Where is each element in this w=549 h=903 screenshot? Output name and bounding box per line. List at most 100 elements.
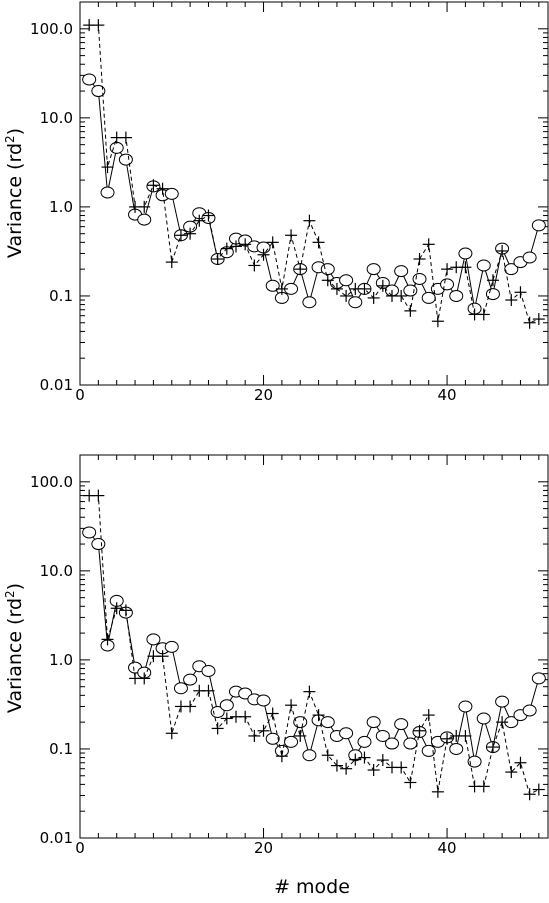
plus-marker (367, 764, 380, 777)
plus-marker (239, 710, 252, 723)
plus-marker (523, 788, 536, 801)
plus-marker (184, 700, 197, 713)
plus-marker (505, 766, 518, 779)
circle-marker (146, 633, 161, 646)
circle-marker (293, 716, 308, 729)
circle-marker (219, 699, 234, 712)
plus-marker (422, 238, 435, 251)
circle-marker (495, 695, 510, 708)
plus-marker (202, 684, 215, 697)
plus-marker (514, 286, 527, 299)
plus-marker (211, 252, 224, 265)
y-tick-label: 10.0 (40, 562, 73, 580)
plus-marker (275, 750, 288, 763)
plus-marker (349, 753, 362, 766)
plus-marker (358, 751, 371, 764)
plus-marker (312, 709, 325, 722)
plus-marker (303, 685, 316, 698)
circle-marker (91, 538, 106, 551)
circle-marker (265, 279, 280, 292)
plus-marker (184, 227, 197, 240)
circle-marker (394, 718, 409, 731)
plus-marker (138, 200, 151, 213)
plus-marker (119, 131, 132, 144)
plus-marker (477, 780, 490, 793)
series-line-dashed (89, 495, 540, 795)
circle-marker (82, 526, 97, 539)
series-line-dashed (89, 24, 539, 324)
circle-marker (385, 737, 399, 750)
plus-marker (413, 724, 426, 737)
plot-frame (79, 454, 549, 839)
plus-marker (165, 727, 178, 740)
circle-marker (183, 673, 198, 686)
x-tick-label: 0 (75, 386, 85, 404)
x-tick-label: 40 (438, 839, 457, 857)
plot-frame (79, 1, 549, 386)
common-x-axis-label: # mode (274, 876, 350, 898)
circle-marker (421, 291, 436, 304)
y-tick-label: 100.0 (30, 473, 73, 491)
circle-marker (458, 247, 473, 260)
plus-marker (92, 489, 105, 502)
circle-marker (366, 263, 381, 276)
circle-marker (137, 213, 152, 226)
plus-marker (496, 716, 509, 729)
plus-marker (110, 602, 123, 615)
plus-marker (514, 756, 527, 769)
plus-marker (477, 308, 490, 321)
plus-marker (413, 252, 426, 265)
y-tick-label: 0.1 (49, 740, 73, 758)
y-axis-label-superscript: 2 (3, 135, 17, 143)
plus-marker (340, 289, 353, 302)
plus-marker (174, 229, 187, 242)
circle-marker (467, 755, 482, 768)
circle-marker (173, 682, 188, 695)
x-tick-label: 20 (254, 839, 273, 857)
circle-marker (375, 729, 390, 742)
circle-marker (339, 727, 354, 740)
plus-marker (156, 650, 169, 663)
circle-marker (366, 716, 381, 729)
circle-marker (100, 186, 115, 199)
plus-marker (266, 236, 279, 249)
y-axis-label-close: ) (4, 128, 26, 135)
y-tick-label: 10.0 (40, 109, 73, 127)
plus-marker (321, 274, 334, 287)
x-tick-label: 20 (254, 386, 273, 404)
circle-marker (201, 665, 216, 678)
circle-marker (256, 694, 271, 707)
plus-marker (101, 633, 114, 646)
plus-marker (285, 699, 298, 712)
circle-marker (476, 259, 491, 272)
y-axis-label-close: ) (4, 583, 26, 590)
circle-marker (531, 219, 546, 232)
plus-marker (441, 263, 454, 276)
circle-marker (82, 73, 97, 86)
circle-marker (449, 742, 464, 755)
plus-marker (101, 161, 114, 174)
plus-marker (312, 236, 325, 249)
plus-marker (138, 672, 151, 685)
plus-marker (505, 294, 518, 307)
circle-marker (403, 737, 418, 750)
y-axis-label: Variance (rd2) (3, 583, 26, 713)
plus-marker (220, 712, 233, 725)
circle-marker (403, 284, 418, 297)
circle-marker (394, 265, 409, 278)
circle-marker (449, 289, 464, 302)
plus-marker (211, 722, 224, 735)
plus-marker (404, 776, 417, 789)
plus-marker (330, 282, 343, 295)
y-tick-label: 0.01 (40, 376, 73, 394)
plus-marker (395, 761, 408, 774)
plus-marker (532, 313, 545, 326)
y-axis-label-main: Variance (rd (4, 598, 26, 713)
plus-marker (496, 244, 509, 257)
circle-marker (320, 263, 335, 276)
plus-marker (376, 754, 389, 767)
circle-marker (118, 153, 133, 166)
plus-marker (431, 785, 444, 798)
plus-marker (340, 762, 353, 775)
